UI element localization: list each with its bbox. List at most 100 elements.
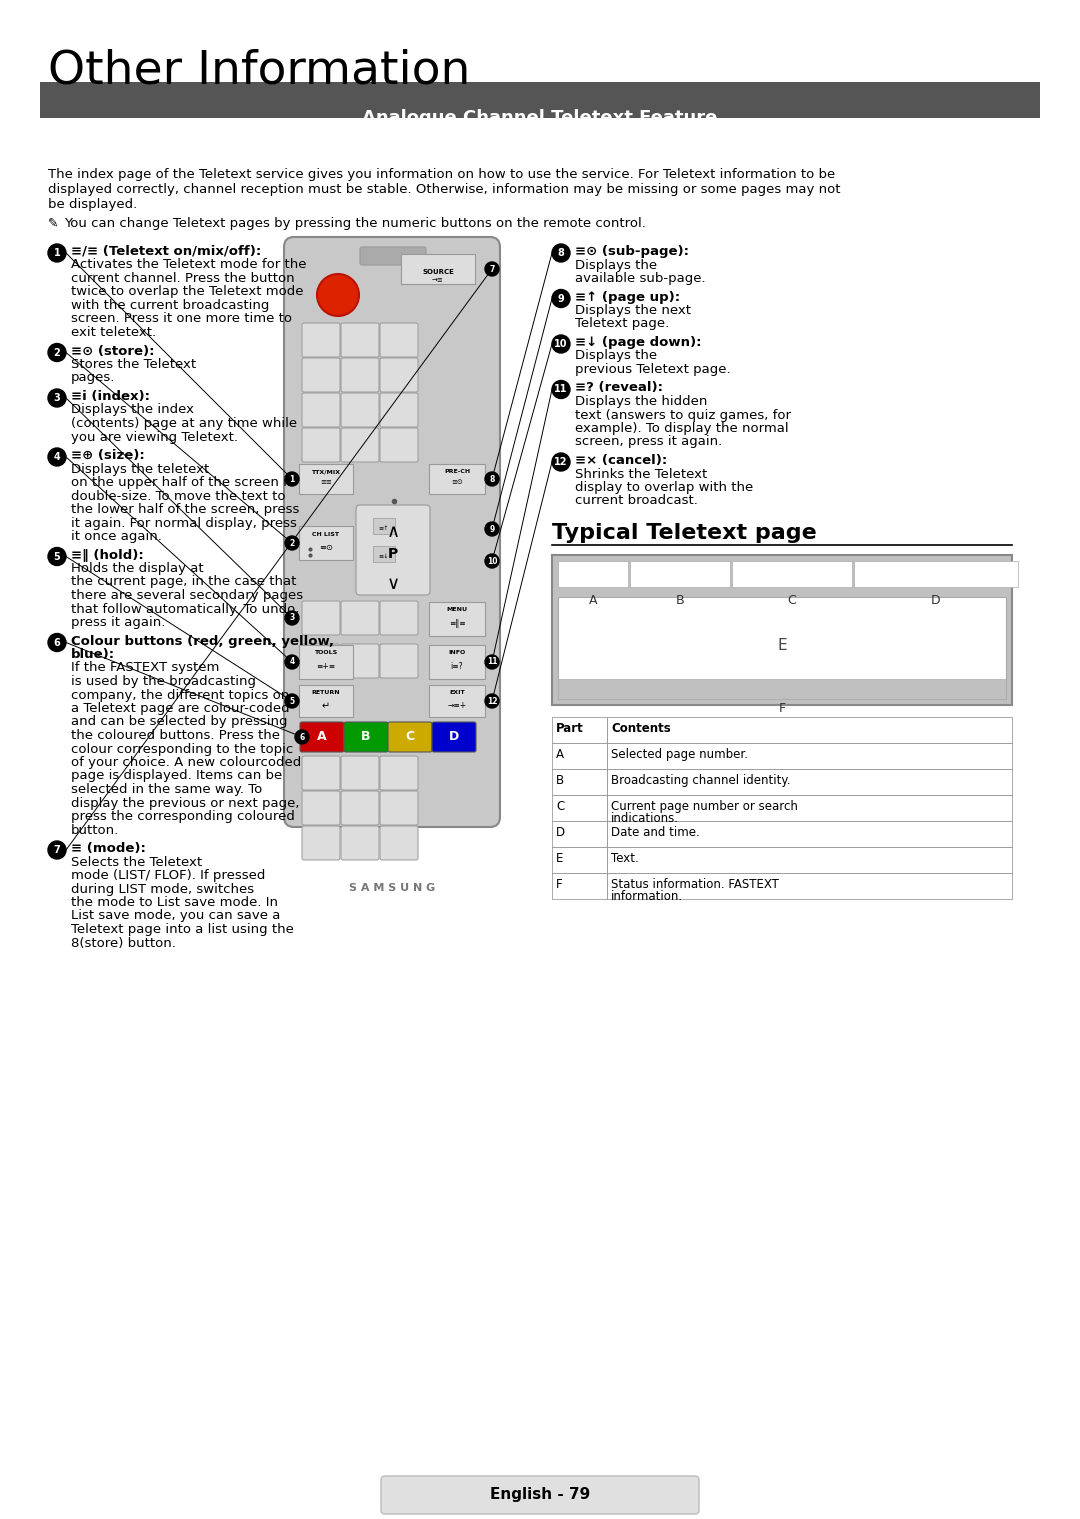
Text: i≡?: i≡? [450,662,463,671]
Bar [552,820,607,848]
FancyBboxPatch shape [341,602,379,635]
FancyBboxPatch shape [380,826,418,860]
Text: pages.: pages. [71,372,116,384]
Text: The index page of the Teletext service gives you information on how to use the s: The index page of the Teletext service g… [48,169,835,181]
Text: during LIST mode, switches: during LIST mode, switches [71,883,254,896]
Text: mode (LIST/ FLOF). If pressed: mode (LIST/ FLOF). If pressed [71,869,266,883]
Circle shape [552,336,570,352]
Text: 8(store) button.: 8(store) button. [71,937,176,949]
Bar [552,554,1012,705]
Text: Other Information: Other Information [48,49,471,93]
Text: 3: 3 [54,393,60,403]
FancyBboxPatch shape [432,722,476,752]
Text: ↵: ↵ [322,700,330,711]
Text: EXIT: EXIT [449,690,464,696]
Text: 5: 5 [289,697,295,705]
Bar [558,679,1005,699]
Text: information.: information. [611,890,684,902]
Bar [552,848,607,873]
Circle shape [285,536,299,550]
Text: 2: 2 [54,348,60,357]
Text: Displays the index: Displays the index [71,404,194,416]
Text: MENU: MENU [446,608,468,612]
Text: the coloured buttons. Press the: the coloured buttons. Press the [71,729,280,741]
Text: press it again.: press it again. [71,617,165,629]
Text: Shrinks the Teletext: Shrinks the Teletext [575,468,707,480]
Text: example). To display the normal: example). To display the normal [575,422,788,434]
Text: there are several secondary pages: there are several secondary pages [71,589,303,602]
Text: PRE-CH: PRE-CH [444,469,470,474]
Text: indications.: indications. [611,813,679,825]
Text: Current page number or search: Current page number or search [611,801,798,813]
Text: 4: 4 [289,658,295,667]
Text: 8: 8 [489,474,495,483]
Text: TTX/MIX: TTX/MIX [311,469,340,474]
Text: S A M S U N G: S A M S U N G [349,883,435,893]
Text: Text.: Text. [611,852,638,864]
Bar [630,561,730,586]
FancyBboxPatch shape [373,545,395,562]
FancyBboxPatch shape [381,1476,699,1514]
Text: it again. For normal display, press: it again. For normal display, press [71,516,297,530]
Bar [607,820,1012,848]
Text: →≡+: →≡+ [447,700,467,709]
Text: →≡: →≡ [432,276,444,283]
Text: Activates the Teletext mode for the: Activates the Teletext mode for the [71,258,307,272]
FancyBboxPatch shape [401,254,475,284]
Bar [552,717,607,743]
Text: ≡⊙: ≡⊙ [319,542,333,551]
Text: Contents: Contents [611,722,671,735]
Text: 3: 3 [289,614,295,623]
Circle shape [48,842,66,860]
Text: ≡? (reveal):: ≡? (reveal): [575,381,663,395]
FancyBboxPatch shape [302,324,340,357]
Text: Selects the Teletext: Selects the Teletext [71,855,202,869]
Text: you are viewing Teletext.: you are viewing Teletext. [71,430,238,444]
Text: blue):: blue): [71,649,116,661]
FancyBboxPatch shape [373,518,395,535]
Text: Displays the: Displays the [575,258,657,272]
Bar [607,769,1012,794]
Text: 4: 4 [54,453,60,462]
Text: 6: 6 [299,732,305,741]
Circle shape [285,472,299,486]
Text: ∨: ∨ [387,576,400,592]
Text: Holds the display at: Holds the display at [71,562,204,576]
FancyBboxPatch shape [429,602,485,636]
Text: Teletext page into a list using the: Teletext page into a list using the [71,924,294,936]
Text: 12: 12 [554,457,568,466]
FancyBboxPatch shape [300,722,345,752]
Text: company, the different topics on: company, the different topics on [71,688,289,702]
Text: Selected page number.: Selected page number. [611,747,748,761]
Text: E: E [556,852,564,864]
Text: 10: 10 [554,339,568,349]
Circle shape [48,448,66,466]
Text: ∧: ∧ [387,523,400,541]
FancyBboxPatch shape [299,646,353,679]
Circle shape [285,611,299,624]
FancyBboxPatch shape [299,526,353,561]
Text: the lower half of the screen, press: the lower half of the screen, press [71,503,299,516]
FancyBboxPatch shape [429,646,485,679]
Text: the current page, in the case that: the current page, in the case that [71,576,296,588]
Text: 9: 9 [557,293,565,304]
Bar [558,561,627,586]
Circle shape [552,453,570,471]
Text: 2: 2 [289,539,295,547]
Text: INFO: INFO [448,650,465,655]
FancyBboxPatch shape [302,791,340,825]
Text: C: C [556,801,564,813]
Bar [732,561,852,586]
Text: 7: 7 [489,264,495,273]
Circle shape [485,472,499,486]
Text: ≡↑: ≡↑ [379,526,389,532]
Text: ≡↓: ≡↓ [379,554,389,559]
Text: exit teletext.: exit teletext. [71,327,157,339]
Text: 11: 11 [554,384,568,395]
Text: ≡⊕ (size):: ≡⊕ (size): [71,450,145,462]
Text: RETURN: RETURN [312,690,340,696]
FancyBboxPatch shape [299,685,353,717]
Circle shape [552,245,570,261]
FancyBboxPatch shape [380,791,418,825]
Circle shape [485,261,499,276]
